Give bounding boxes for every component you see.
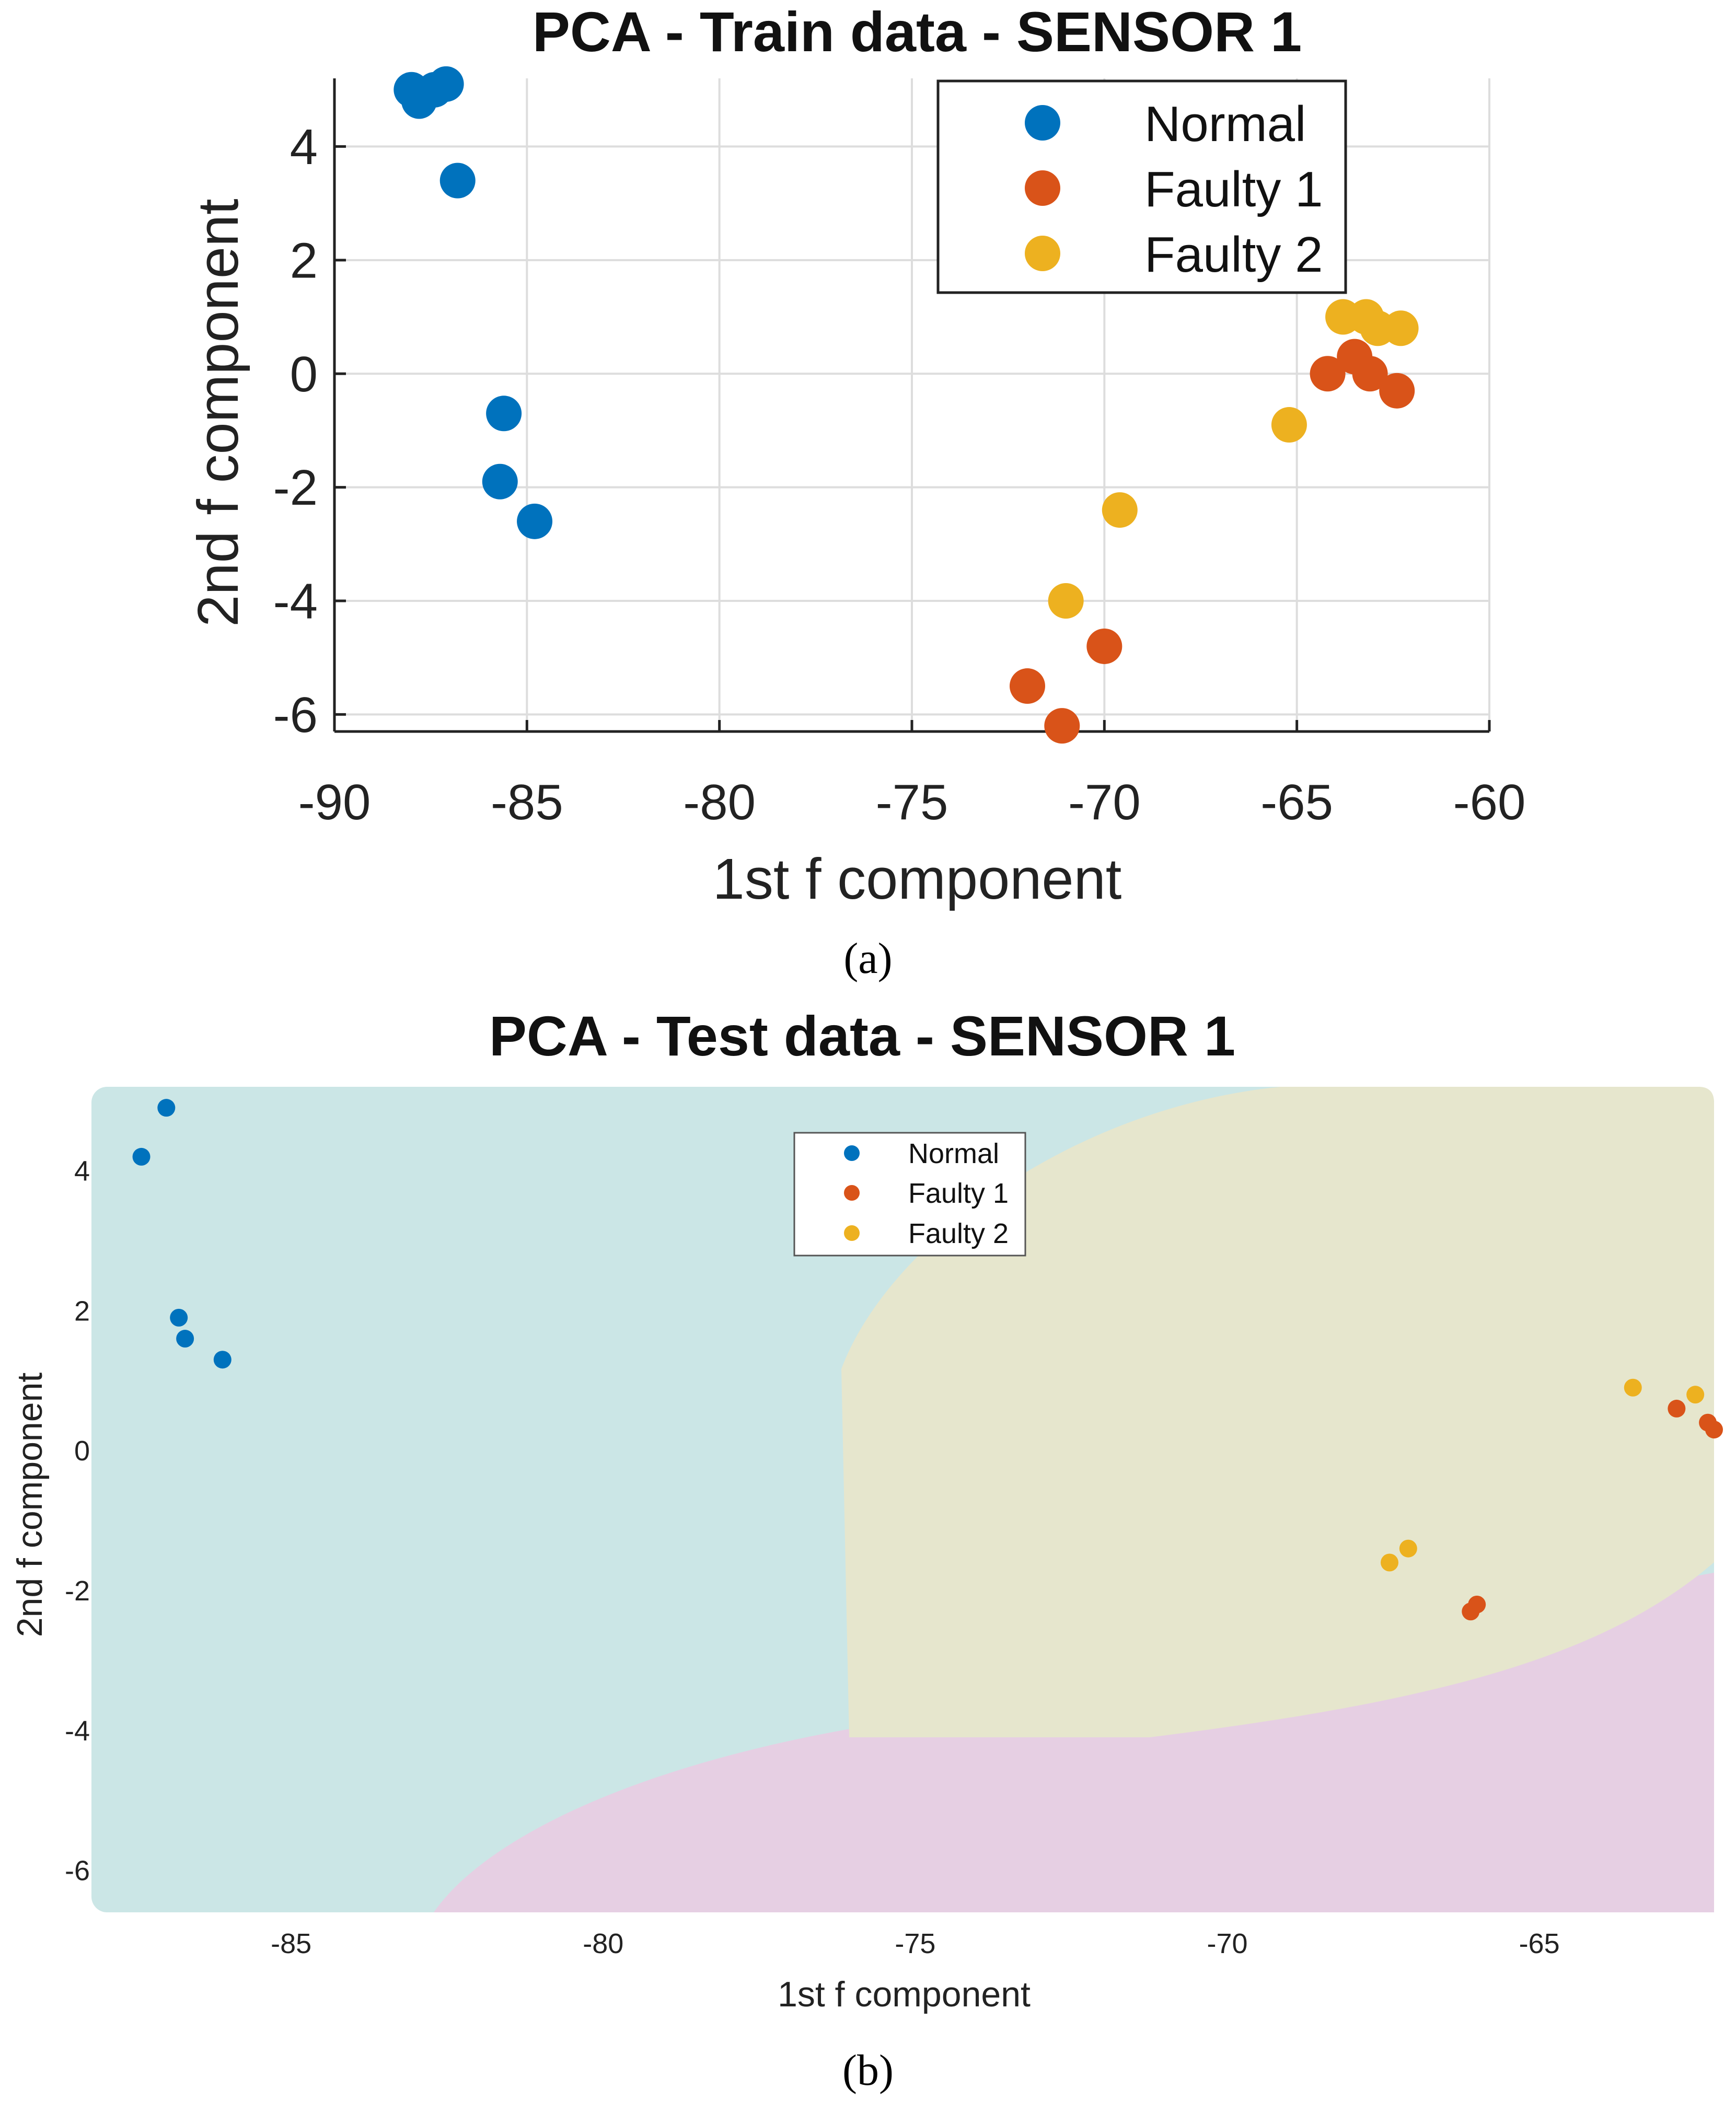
y-tick-label: 0 (290, 346, 318, 402)
x-tick-label: -85 (271, 1928, 311, 1959)
x-tick-label: -75 (876, 774, 948, 830)
y-tick-label: 4 (290, 119, 318, 175)
chart-title: PCA - Test data - SENSOR 1 (489, 1004, 1235, 1067)
x-tick-label: -90 (298, 774, 371, 830)
point-faulty-2 (1383, 310, 1419, 346)
region-faulty-2 (841, 1087, 1714, 1737)
y-tick-label: 0 (74, 1435, 90, 1467)
chart-title: PCA - Train data - SENSOR 1 (533, 0, 1302, 63)
legend-label-faulty-1: Faulty 1 (908, 1178, 1009, 1209)
y-axis-label: 2nd f component (10, 1373, 50, 1638)
caption-a: (a) (843, 934, 892, 983)
y-tick-label: 2 (290, 233, 318, 288)
x-tick-label: -80 (583, 1928, 623, 1959)
point-faulty-2 (1048, 583, 1084, 619)
point-faulty-2 (1381, 1553, 1398, 1572)
point-faulty-1 (1668, 1399, 1686, 1418)
y-tick-label: -2 (273, 460, 318, 516)
axis-ticks: -90 -85 -80 -75 -70 -65 -60 -6 -4 -2 0 2 4 (273, 119, 1526, 830)
x-axis-label: 1st f component (778, 1975, 1031, 2014)
caption-b: (b) (842, 2046, 894, 2095)
legend-label-normal: Normal (1144, 96, 1306, 152)
legend-label-faulty-2: Faulty 2 (908, 1218, 1009, 1249)
point-normal (132, 1147, 151, 1166)
data-points (394, 66, 1419, 744)
legend-box (793, 1132, 1026, 1257)
point-faulty-1 (1010, 668, 1045, 704)
data-points (132, 1099, 1723, 1621)
x-tick-label: -60 (1453, 774, 1526, 830)
legend: Normal Faulty 1 Faulty 2 (936, 79, 1347, 294)
point-faulty-1 (1310, 356, 1346, 392)
point-faulty-1 (1044, 708, 1080, 744)
x-tick-label: -65 (1260, 774, 1333, 830)
x-tick-label: -65 (1519, 1928, 1560, 1959)
point-normal (486, 396, 522, 432)
legend-box (936, 79, 1347, 294)
point-normal (482, 463, 518, 500)
legend-marker-normal (844, 1145, 860, 1161)
legend-label-normal: Normal (908, 1138, 999, 1169)
point-faulty-2 (1271, 407, 1307, 443)
point-normal (157, 1099, 176, 1117)
x-tick-label: -70 (1068, 774, 1141, 830)
point-faulty-2 (1102, 492, 1138, 528)
legend: Normal Faulty 1 Faulty 2 (793, 1132, 1026, 1257)
y-tick-label: -2 (65, 1575, 90, 1607)
y-tick-label: -6 (273, 687, 318, 743)
point-faulty-2 (1624, 1378, 1642, 1397)
point-faulty-1 (1086, 628, 1122, 664)
x-tick-label: -80 (683, 774, 756, 830)
legend-label-faulty-1: Faulty 1 (1144, 161, 1323, 217)
x-tick-label: -85 (491, 774, 563, 830)
test-data-chart: -85 -80 -75 -70 -65 -6 -4 -2 0 2 4 PCA - Test data… (10, 1004, 1723, 2095)
x-tick-label: -75 (895, 1928, 935, 1959)
y-tick-label: 2 (74, 1295, 90, 1327)
axis-ticks: -85 -80 -75 -70 -65 -6 -4 -2 0 2 4 (65, 1156, 1560, 1959)
y-tick-label: -6 (65, 1855, 90, 1887)
x-axis-label: 1st f component (713, 847, 1122, 911)
y-axis-label: 2nd f component (186, 199, 250, 626)
legend-label-faulty-2: Faulty 2 (1144, 227, 1323, 283)
y-tick-label: 4 (74, 1156, 90, 1187)
legend-marker-faulty-1 (844, 1185, 860, 1201)
point-normal (428, 66, 464, 102)
point-faulty-1 (1379, 373, 1415, 409)
y-tick-label: -4 (65, 1715, 90, 1747)
point-faulty-1 (1705, 1421, 1723, 1439)
y-tick-label: -4 (273, 574, 318, 630)
train-data-chart: -90 -85 -80 -75 -70 -65 -60 -6 -4 -2 0 2 4 PCA - Tra… (186, 0, 1525, 983)
legend-marker-normal (1025, 105, 1060, 141)
point-normal (176, 1330, 194, 1348)
point-normal (213, 1351, 232, 1369)
legend-marker-faulty-2 (1025, 236, 1060, 271)
point-normal (170, 1308, 188, 1327)
point-faulty-1 (1352, 356, 1388, 392)
point-normal (517, 503, 553, 539)
point-faulty-2 (1399, 1539, 1417, 1558)
legend-marker-faulty-2 (844, 1225, 860, 1241)
x-tick-label: -70 (1207, 1928, 1247, 1959)
point-faulty-2 (1686, 1386, 1705, 1404)
legend-marker-faulty-1 (1025, 170, 1060, 206)
point-faulty-1 (1462, 1602, 1480, 1621)
point-normal (439, 162, 476, 199)
